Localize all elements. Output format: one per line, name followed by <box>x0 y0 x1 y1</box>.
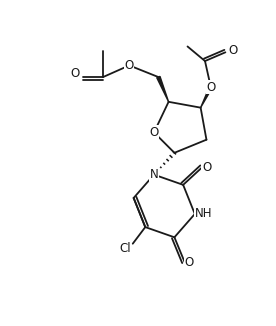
Text: O: O <box>125 59 134 72</box>
Text: O: O <box>185 256 194 269</box>
Text: NH: NH <box>195 207 212 220</box>
Polygon shape <box>201 87 212 108</box>
Text: O: O <box>206 81 216 94</box>
Text: O: O <box>149 126 159 139</box>
Text: O: O <box>202 161 211 174</box>
Text: O: O <box>71 67 80 80</box>
Text: N: N <box>150 168 158 181</box>
Polygon shape <box>157 76 169 102</box>
Text: Cl: Cl <box>119 243 131 256</box>
Text: O: O <box>228 44 237 57</box>
